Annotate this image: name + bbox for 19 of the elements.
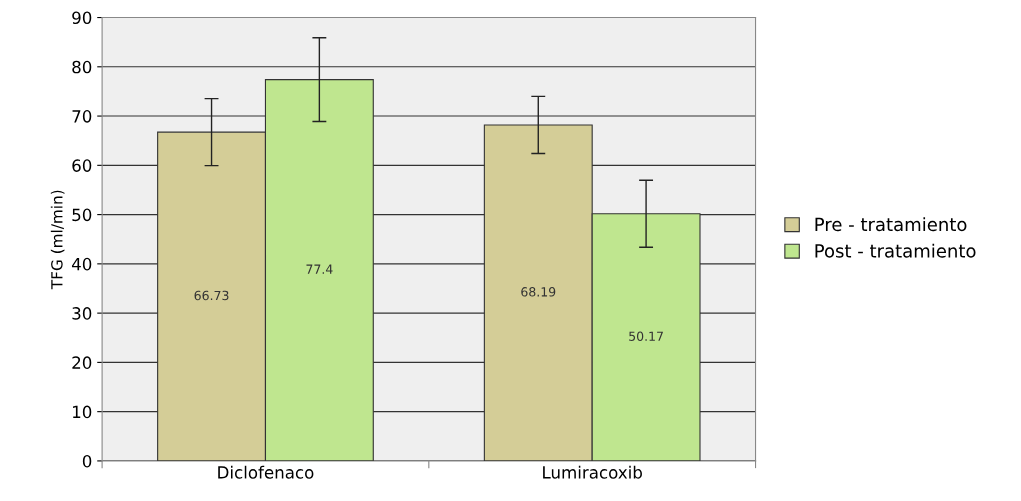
legend-label: Post - tratamiento [815,243,976,258]
data-label: 66.73 [194,290,229,301]
y-tick-label: 50 [72,208,92,222]
y-tick-label: 60 [72,159,92,172]
data-label: 68.19 [521,287,556,297]
y-tick-label: 0 [82,454,92,468]
y-tick-label: 20 [72,356,92,369]
data-label: 77.4 [306,264,333,274]
y-axis-title: TFG (ml/min) [50,190,65,290]
data-label: 50.17 [629,331,663,341]
y-tick-label: 10 [73,405,92,419]
y-tick-label: 70 [72,110,92,123]
x-tick-label: Lumiracoxib [543,465,642,479]
y-tick-label: 40 [71,257,92,271]
y-tick-label: 90 [72,11,92,25]
y-tick-label: 80 [72,60,92,74]
legend-label: Pre - tratamiento [815,217,967,232]
y-tick-label: 30 [72,307,92,320]
x-tick-label: Diclofenaco [218,465,314,479]
